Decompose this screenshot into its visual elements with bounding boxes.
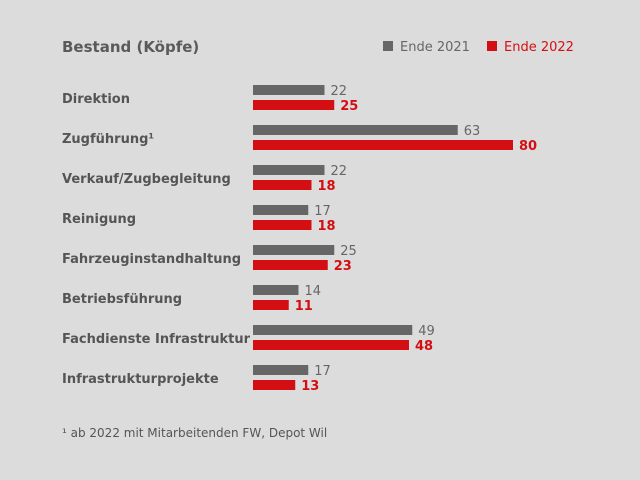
bar xyxy=(253,365,309,375)
data-label: 25 xyxy=(340,244,357,259)
data-label: 22 xyxy=(331,84,348,99)
legend-swatch xyxy=(383,41,393,51)
data-label: 18 xyxy=(318,219,336,234)
data-label: 25 xyxy=(340,99,358,114)
bar xyxy=(253,165,325,175)
data-label: 11 xyxy=(295,299,313,314)
category-label: Betriebsführung xyxy=(62,292,182,307)
bar xyxy=(253,140,513,150)
category-label: Zugführung¹ xyxy=(62,132,154,147)
bar xyxy=(253,380,296,390)
bar xyxy=(253,245,335,255)
bar xyxy=(253,220,312,230)
data-label: 49 xyxy=(418,324,435,339)
bar xyxy=(253,180,312,190)
bar xyxy=(253,125,458,135)
data-label: 48 xyxy=(415,339,433,354)
legend: Ende 2021 Ende 2022 xyxy=(383,40,574,55)
data-label: 22 xyxy=(331,164,348,179)
chart-title: Bestand (Köpfe) xyxy=(62,38,199,56)
category-label: Direktion xyxy=(62,92,130,107)
data-label: 14 xyxy=(305,284,322,299)
bar xyxy=(253,260,328,270)
category-label: Verkauf/Zugbegleitung xyxy=(62,172,231,187)
data-label: 80 xyxy=(519,139,537,154)
bar xyxy=(253,300,289,310)
data-label: 13 xyxy=(301,379,319,394)
legend-label: Ende 2021 xyxy=(400,40,470,55)
legend-swatch xyxy=(487,41,497,51)
bar xyxy=(253,85,325,95)
data-label: 17 xyxy=(314,364,331,379)
category-label: Infrastrukturprojekte xyxy=(62,372,219,387)
category-label: Fahrzeuginstandhaltung xyxy=(62,252,241,267)
bar xyxy=(253,340,409,350)
bar xyxy=(253,205,309,215)
category-row: Zugführung¹ 63 80 xyxy=(62,124,537,154)
data-label: 23 xyxy=(334,259,352,274)
bar xyxy=(253,285,299,295)
footnote: ¹ ab 2022 mit Mitarbeitenden FW, Depot W… xyxy=(62,426,327,440)
bars: Direktion2225Zugführung¹6380Verkauf/Zugb… xyxy=(62,84,537,394)
category-label: Fachdienste Infrastruktur xyxy=(62,332,251,347)
data-label: 18 xyxy=(318,179,336,194)
bar xyxy=(253,325,413,335)
category-label: Reinigung xyxy=(62,212,136,227)
bar xyxy=(253,100,335,110)
data-label: 17 xyxy=(314,204,331,219)
legend-label: Ende 2022 xyxy=(504,40,574,55)
data-label: 63 xyxy=(464,124,481,139)
